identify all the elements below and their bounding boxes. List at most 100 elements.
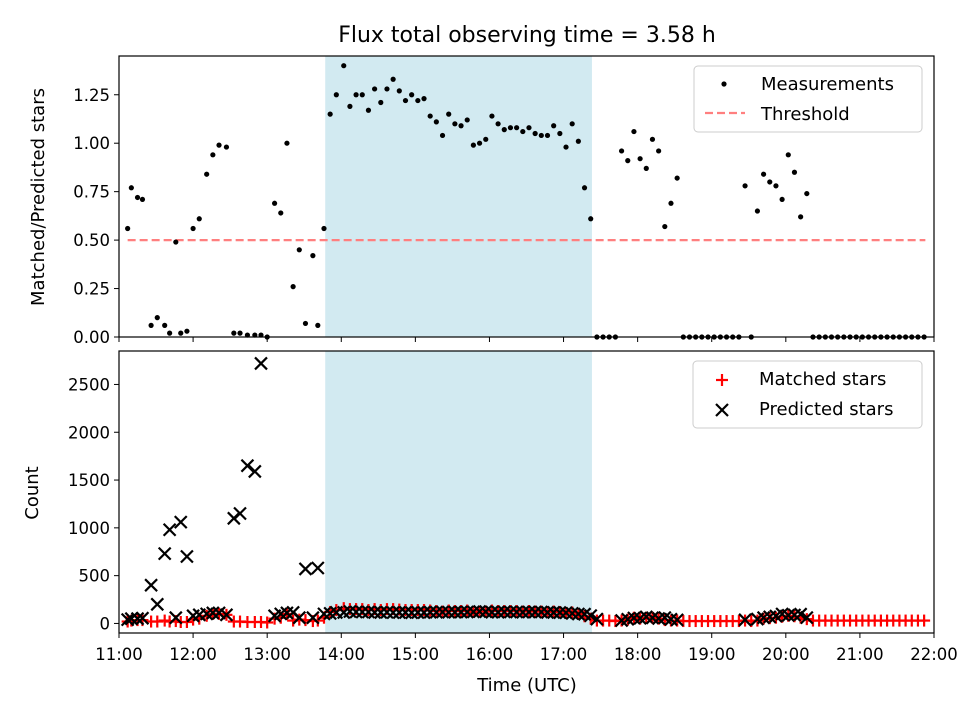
x-tick-label: 19:00 [688, 645, 736, 664]
measurement-point [128, 185, 134, 191]
measurement-point [501, 127, 507, 133]
measurement-point [409, 92, 415, 98]
measurement-point [231, 330, 237, 336]
y-tick-label: 1000 [68, 519, 110, 538]
predicted-star-marker [800, 610, 814, 625]
predicted-star-marker [248, 464, 262, 479]
measurement-point [470, 142, 477, 148]
top-shaded-region [325, 56, 592, 337]
measurement-point [333, 92, 339, 98]
y-tick-label: 2500 [68, 375, 110, 394]
measurement-point [754, 208, 761, 214]
measurement-point [252, 332, 258, 338]
measurement-point [575, 138, 581, 144]
x-tick-label: 20:00 [762, 645, 810, 664]
measurement-point [321, 225, 327, 232]
legend-label-predicted: Predicted stars [759, 399, 893, 420]
measurement-point [452, 121, 458, 127]
predicted-star-marker [738, 613, 752, 627]
measurement-point [785, 152, 791, 158]
measurement-point [668, 200, 674, 206]
y-tick-label: 1.25 [73, 86, 110, 105]
bottom-y-axis-label: Count [22, 466, 43, 519]
measurement-point [421, 96, 427, 102]
predicted-star-marker [497, 605, 512, 619]
measurement-point [178, 330, 184, 336]
measurement-point [353, 92, 359, 98]
bottom-shaded-region [325, 351, 592, 633]
measurement-point [310, 253, 316, 259]
predicted-star-marker [298, 562, 313, 576]
predicted-star-marker [206, 606, 220, 620]
x-tick-label: 14:00 [317, 645, 365, 664]
top-legend: Measurements Threshold [693, 65, 923, 133]
measurement-point [139, 196, 146, 203]
measurement-point [674, 175, 680, 181]
y-tick-label: 1500 [68, 471, 110, 490]
measurement-point [365, 107, 372, 113]
matched-star-marker [180, 616, 193, 629]
predicted-star-marker [240, 458, 255, 473]
predicted-star-marker [169, 610, 183, 625]
measurement-point [791, 169, 798, 175]
top-y-ticks: 0.00 0.25 0.50 0.75 1.00 1.25 [73, 86, 119, 347]
predicted-star-marker [540, 605, 555, 620]
predicted-star-marker [306, 610, 320, 625]
predicted-star-marker [173, 515, 188, 529]
bottom-legend-box [692, 360, 923, 429]
measurement-point [167, 330, 173, 336]
measurement-point [544, 132, 551, 139]
measurement-point [581, 185, 588, 191]
measurement-point [402, 97, 409, 104]
measurement-point [378, 99, 384, 106]
measurement-point [483, 136, 489, 142]
x-tick-label: 22:00 [910, 645, 958, 664]
measurement-point [327, 111, 333, 117]
measurement-point [284, 140, 290, 146]
predicted-star-marker [130, 611, 145, 626]
measurement-point [760, 171, 767, 177]
measurement-point [162, 322, 168, 328]
bottom-shade-rect [325, 351, 592, 633]
measurement-point [767, 179, 773, 185]
y-tick-label: 2000 [68, 423, 110, 442]
x-tick-label: 18:00 [614, 645, 662, 664]
predicted-star-marker [180, 549, 194, 564]
predicted-star-marker [219, 608, 234, 622]
predicted-star-marker [355, 605, 370, 619]
predicted-star-marker [233, 506, 247, 521]
y-tick-label: 0.00 [73, 328, 110, 347]
top-shade-rect [325, 56, 592, 337]
measurement-point [637, 156, 643, 162]
measurement-point [532, 130, 538, 137]
predicted-star-marker [150, 597, 165, 612]
predicted-star-marker [124, 611, 139, 626]
predicted-star-marker [509, 605, 524, 619]
predicted-star-marker [254, 356, 268, 371]
y-tick-label: 500 [79, 567, 111, 586]
top-panel: Flux total observing time = 3.58 h 0.000… [28, 23, 935, 347]
top-x-ticks [118, 337, 935, 342]
predicted-star-marker [349, 605, 363, 619]
measurement-point [526, 125, 532, 131]
predicted-star-marker [135, 611, 150, 625]
bottom-legend: Matched stars Predicted stars [692, 360, 923, 429]
predicted-star-marker [485, 605, 499, 619]
measurement-point [415, 97, 421, 104]
measurement-point [656, 148, 662, 154]
bottom-y-ticks: 0 500 1000 1500 2000 2500 [68, 375, 119, 633]
measurement-point [216, 142, 222, 148]
predicted-star-marker [590, 612, 604, 626]
measurement-point [173, 239, 179, 245]
predicted-star-marker [423, 605, 437, 619]
x-tick-label: 12:00 [169, 645, 217, 664]
chart-title: Flux total observing time = 3.58 h [338, 23, 716, 48]
predicted-star-marker [374, 605, 388, 620]
measurement-point [134, 194, 141, 201]
measurement-point [296, 247, 302, 253]
predicted-star-marker [516, 605, 530, 619]
measurement-point [588, 216, 594, 222]
predicted-star-marker [583, 608, 598, 623]
legend-marker-predicted [715, 403, 729, 417]
